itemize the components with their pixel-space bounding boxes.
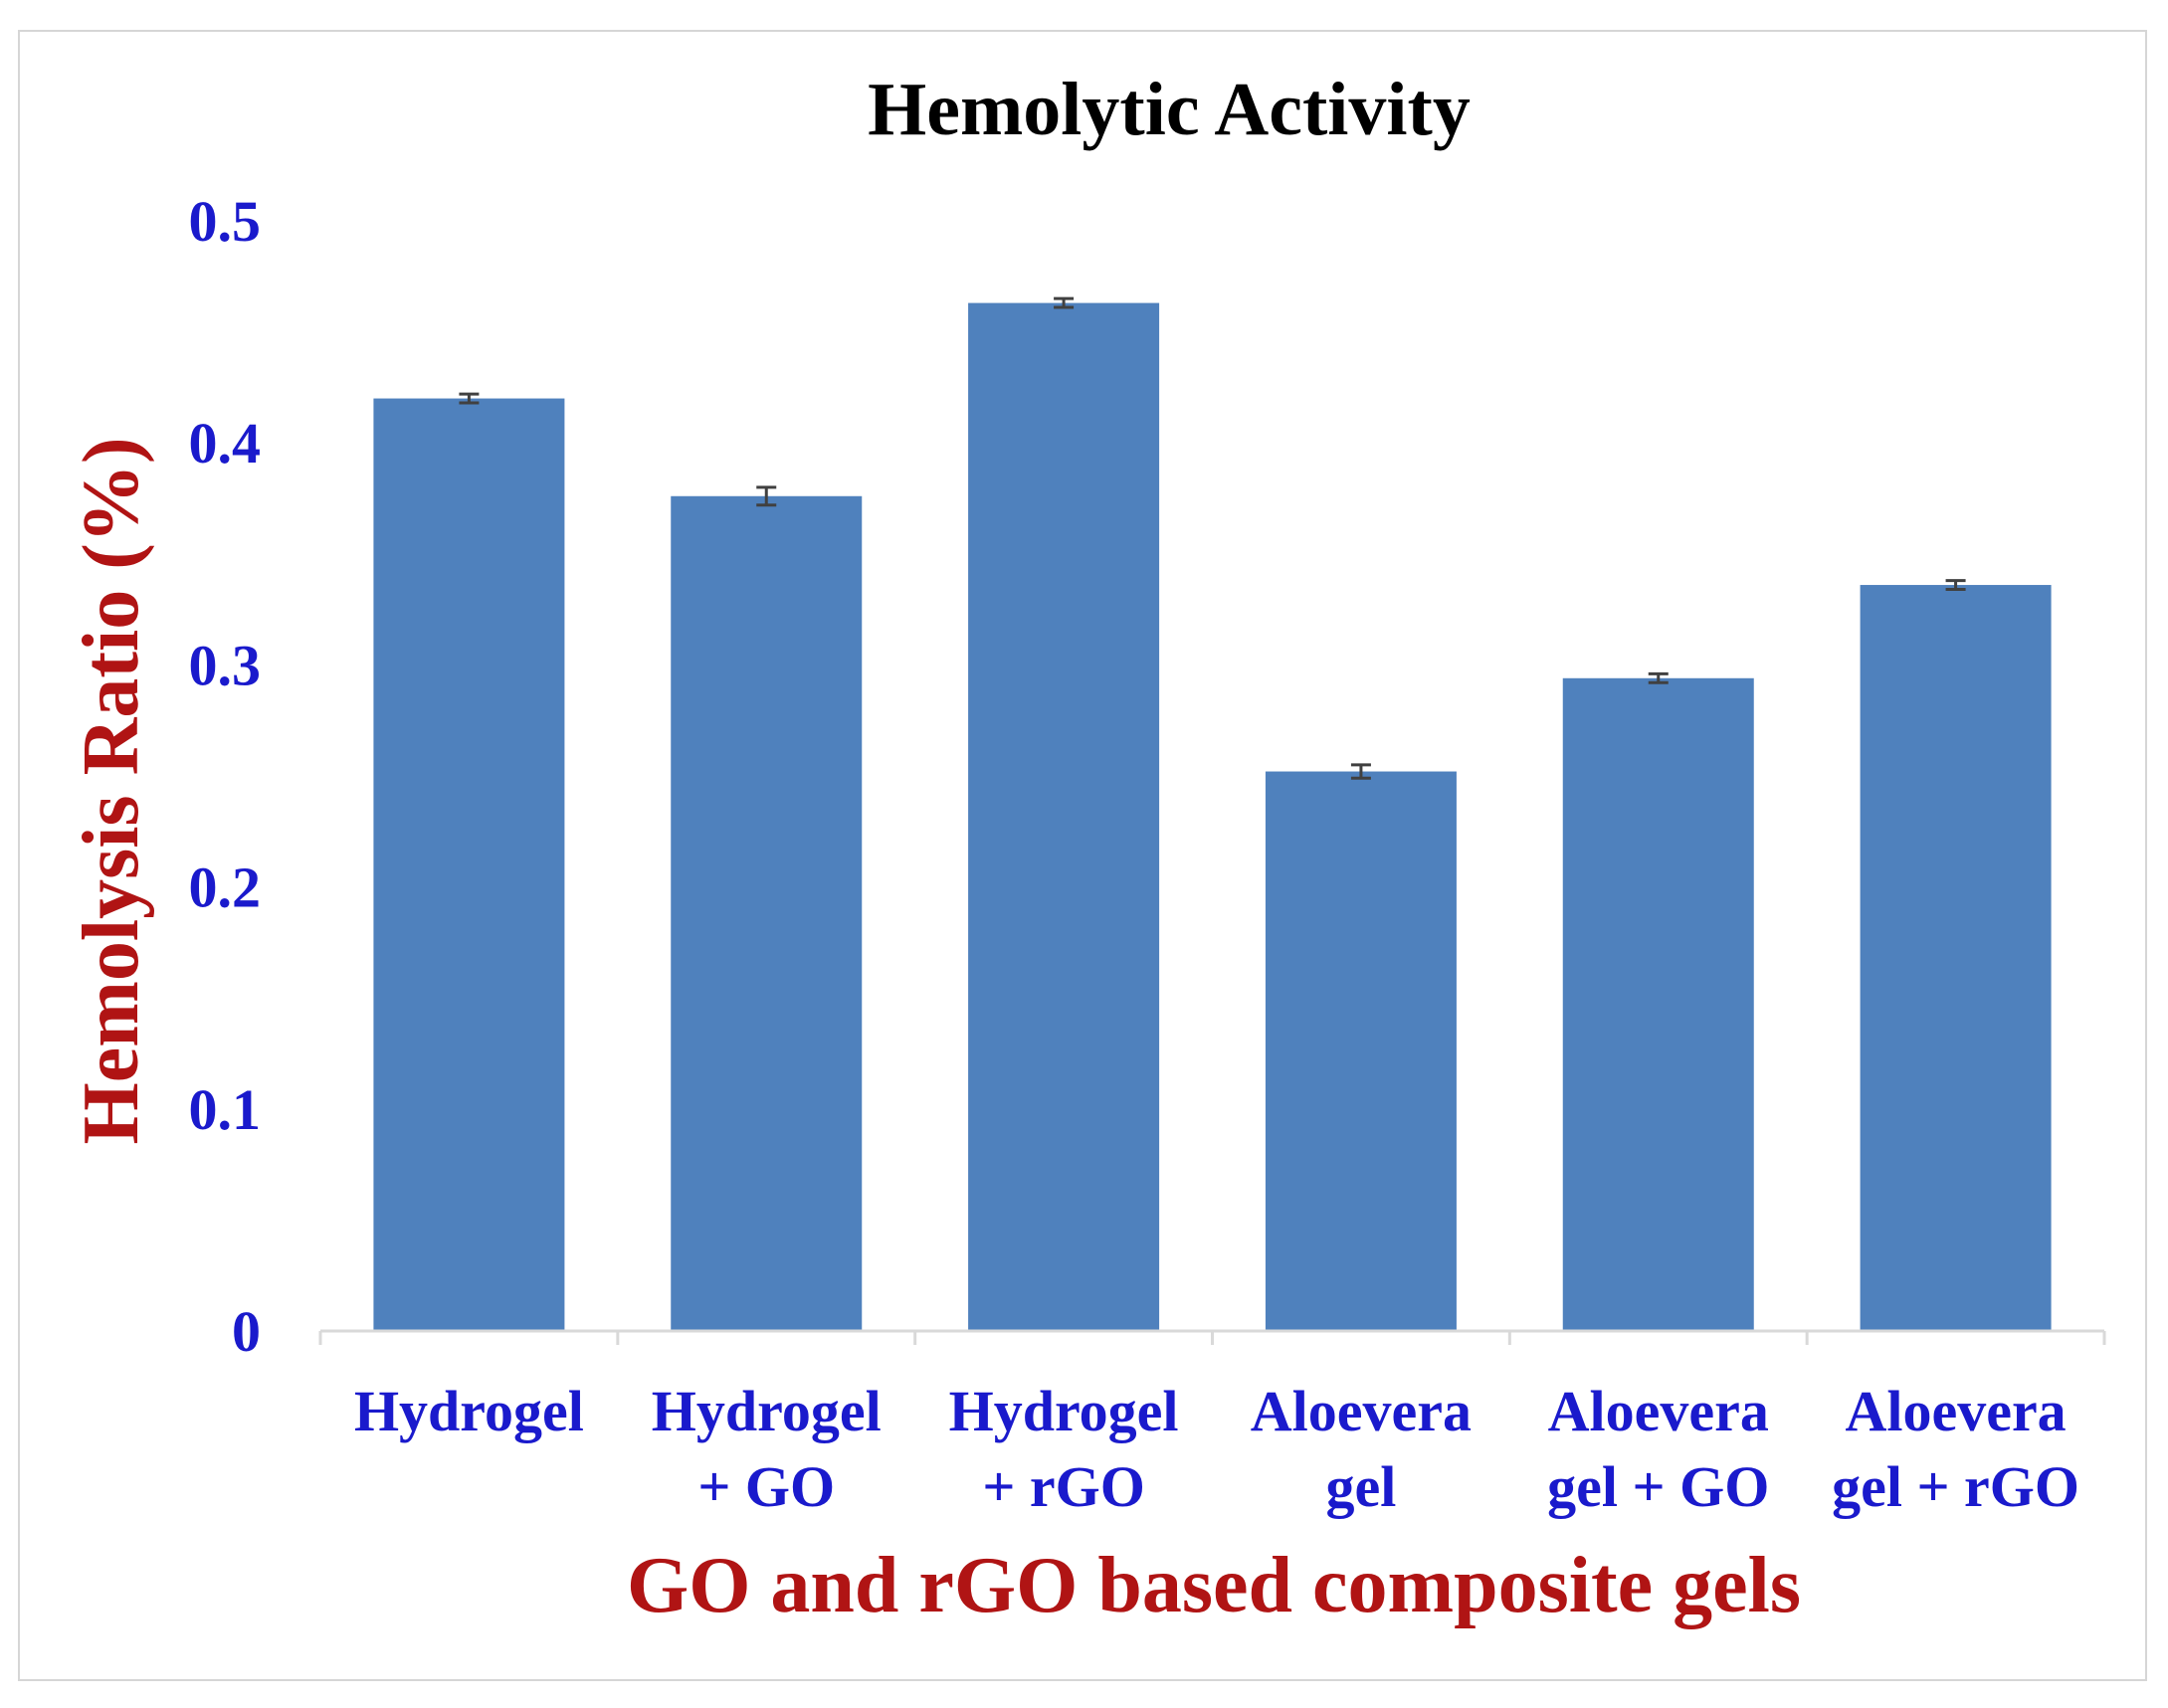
error-bar [1945,579,1966,592]
error-bar [1648,671,1669,684]
error-bar [756,485,777,507]
bar [671,495,863,1331]
bar [373,398,565,1331]
x-axis-label: GO and rGO based composite gels [627,1542,1801,1629]
y-tick-label: 0.5 [189,189,262,254]
x-axis-ticks: Hydrogel Hydrogel + GO Hydrogel + rGO Aloever… [354,1379,2079,1519]
x-tick-label: Hydrogel + rGO [949,1379,1179,1519]
y-tick-label: 0.3 [189,633,262,697]
error-bar [1350,763,1371,780]
x-tick-label: Hydrogel [354,1379,584,1443]
bars [373,302,2052,1332]
bar [968,302,1160,1332]
y-tick-label: 0 [232,1299,261,1364]
x-tick-label: Aloevera gel [1251,1379,1472,1519]
bar [1860,585,2052,1331]
error-bar [1054,296,1075,309]
bar [1562,677,1754,1331]
x-axis [318,1329,2106,1345]
x-tick-label: Aloevera gel + GO [1547,1379,1769,1519]
y-tick-label: 0.2 [189,855,262,920]
y-tick-label: 0.1 [189,1077,262,1142]
x-tick-label: Aloevera gel + rGO [1832,1379,2079,1519]
chart-title: Hemolytic Activity [868,68,1471,151]
y-axis-label: Hemolysis Ratio (%) [68,437,155,1144]
x-tick-label: Hydrogel + GO [652,1379,882,1519]
y-tick-label: 0.4 [189,411,262,475]
bar [1265,771,1457,1331]
y-axis-ticks: 0 0.1 0.2 0.3 0.4 0.5 [189,189,262,1364]
error-bars [459,296,1966,780]
error-bar [459,392,480,405]
